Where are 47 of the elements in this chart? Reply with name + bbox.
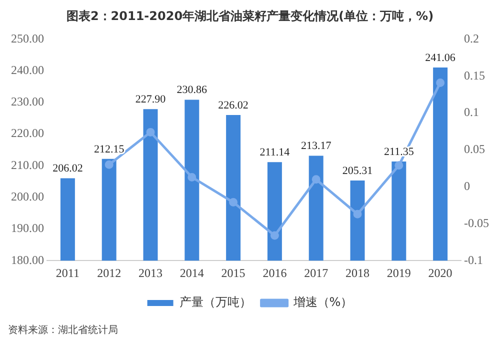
point <box>312 175 320 184</box>
x-tick-label: 2020 <box>428 266 452 280</box>
y2-tick-label: -0.05 <box>464 216 490 230</box>
y2-tick-label: 0.15 <box>464 68 486 82</box>
x-tick-label: 2018 <box>346 266 370 280</box>
y-tick-label: 250.00 <box>11 31 44 46</box>
y2-tick-label: 0.05 <box>464 142 486 156</box>
x-tick-label: 2016 <box>262 266 287 280</box>
point <box>229 198 238 207</box>
point <box>394 161 404 170</box>
data-label: 213.17 <box>300 140 332 152</box>
data-label: 206.02 <box>52 162 83 175</box>
data-label: 211.14 <box>260 146 290 158</box>
chart-title: 图表2：2011-2020年湖北省油菜籽产量变化情况(单位：万吨，%) <box>65 8 435 25</box>
y2-tick-label: 0 <box>464 178 470 193</box>
data-label: 227.90 <box>135 93 166 106</box>
point <box>353 210 362 218</box>
point <box>270 231 279 240</box>
y-tick-label: 200.00 <box>11 190 44 204</box>
x-tick-label: 2015 <box>221 266 246 280</box>
x-tick-label: 2013 <box>138 266 162 280</box>
data-label: 241.06 <box>425 52 456 64</box>
text: 资料来源：湖北省统计局 <box>8 324 119 337</box>
y2-tick-label: 0.1 <box>464 105 480 120</box>
x-tick-label: 2011 <box>56 266 80 280</box>
point <box>436 78 445 87</box>
y-tick-label: 180.00 <box>11 252 44 267</box>
y2-tick-label: -0.1 <box>464 252 484 267</box>
legend-label: 产量（万吨） <box>179 295 252 310</box>
x-tick-label: 2017 <box>304 266 328 280</box>
y-tick-label: 240.00 <box>11 62 44 77</box>
data-label: 205.31 <box>342 164 373 177</box>
x-tick-label: 2014 <box>180 266 204 280</box>
point <box>188 172 196 182</box>
y-tick-label: 230.00 <box>11 94 44 109</box>
point <box>146 128 155 136</box>
legend-label: 增速（%） <box>292 295 353 310</box>
point <box>104 160 114 169</box>
x-tick-label: 2012 <box>97 266 122 280</box>
y-tick-label: 190.00 <box>11 221 44 236</box>
y-tick-label: 210.00 <box>11 158 44 172</box>
y2-tick-label: 0.2 <box>464 31 480 46</box>
x-tick-label: 2019 <box>386 266 411 280</box>
data-label: 212.15 <box>94 143 125 156</box>
data-label: 230.86 <box>176 84 208 96</box>
data-label: 226.02 <box>218 99 248 112</box>
y-tick-label: 220.00 <box>11 126 44 140</box>
